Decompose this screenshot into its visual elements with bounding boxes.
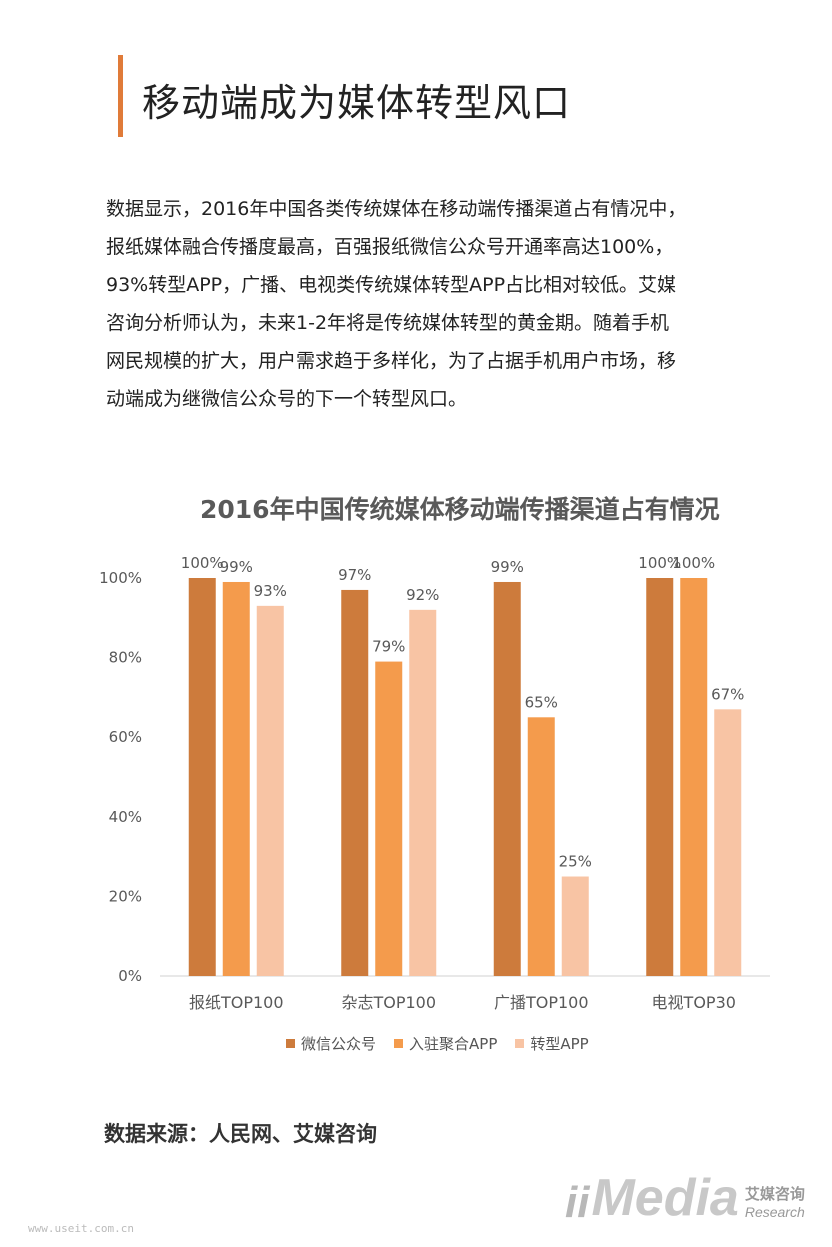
legend-item: 转型APP (515, 1033, 589, 1054)
data-label: 99% (491, 558, 524, 576)
body-paragraph: 数据显示，2016年中国各类传统媒体在移动端传播渠道占有情况中， 报纸媒体融合传… (106, 190, 766, 418)
x-tick-label: 电视TOP30 (652, 993, 736, 1012)
paragraph-line: 动端成为继微信公众号的下一个转型风口。 (106, 388, 468, 410)
y-tick-label: 80% (109, 649, 142, 667)
legend-item: 微信公众号 (286, 1033, 376, 1054)
data-label: 79% (372, 638, 405, 656)
data-label: 100% (181, 554, 224, 572)
y-tick-label: 20% (109, 887, 142, 905)
imedia-logo: ii Media 艾媒咨询 Research (565, 1168, 805, 1228)
bar (222, 581, 250, 976)
bar (493, 581, 521, 976)
bar (527, 717, 555, 976)
data-label: 67% (711, 685, 744, 703)
data-label: 99% (220, 558, 253, 576)
paragraph-line: 报纸媒体融合传播度最高，百强报纸微信公众号开通率高达100%， (106, 236, 674, 258)
bar (341, 589, 369, 976)
data-label: 100% (638, 554, 681, 572)
x-tick-label: 报纸TOP100 (189, 993, 284, 1012)
paragraph-line: 网民规模的扩大，用户需求趋于多样化，为了占据手机用户市场，移 (106, 350, 677, 372)
chart-title: 2016年中国传统媒体移动端传播渠道占有情况 (200, 495, 720, 524)
bar (680, 578, 708, 976)
logo-wordmark: Media (591, 1169, 739, 1227)
legend-label: 转型APP (530, 1035, 589, 1053)
title-accent-bar (118, 55, 123, 137)
bar-chart: 0%20%40%60%80%100%100%99%93%报纸TOP10097%7… (99, 554, 770, 1012)
logo-en: Research (744, 1204, 805, 1220)
data-label: 65% (525, 693, 558, 711)
data-label: 93% (254, 582, 287, 600)
x-tick-label: 广播TOP100 (494, 993, 589, 1012)
bar (561, 876, 589, 976)
legend-swatch-app (515, 1039, 525, 1048)
data-label: 100% (672, 554, 715, 572)
bar (714, 709, 742, 976)
legend-label: 微信公众号 (301, 1035, 377, 1053)
logo-cn: 艾媒咨询 (744, 1186, 805, 1203)
site-watermark: www.useit.com.cn (28, 1222, 134, 1235)
y-tick-label: 0% (118, 967, 142, 985)
legend-swatch-aggregator (394, 1039, 404, 1048)
logo-subtitle: 艾媒咨询 Research (745, 1183, 805, 1220)
page-title: 移动端成为媒体转型风口 (142, 81, 572, 125)
chart-legend: 微信公众号 入驻聚合APP 转型APP (286, 1033, 589, 1054)
bar (188, 578, 216, 976)
y-tick-label: 60% (109, 728, 142, 746)
x-tick-label: 杂志TOP100 (341, 993, 436, 1012)
y-tick-label: 100% (99, 569, 142, 587)
logo-mark: ii (565, 1178, 590, 1227)
paragraph-line: 数据显示，2016年中国各类传统媒体在移动端传播渠道占有情况中， (106, 198, 687, 220)
data-label: 97% (338, 566, 371, 584)
bar (409, 609, 437, 976)
paragraph-line: 93%转型APP，广播、电视类传统媒体转型APP占比相对较低。艾媒 (106, 274, 677, 296)
bar (375, 661, 403, 976)
data-source: 数据来源：人民网、艾媒咨询 (104, 1122, 377, 1146)
legend-item: 入驻聚合APP (394, 1033, 497, 1054)
data-label: 92% (406, 586, 439, 604)
legend-swatch-wechat (286, 1039, 295, 1048)
y-tick-label: 40% (109, 808, 142, 826)
bar (256, 605, 284, 976)
paragraph-line: 咨询分析师认为，未来1-2年将是传统媒体转型的黄金期。随着手机 (106, 312, 670, 334)
bar (646, 578, 674, 976)
data-label: 25% (559, 853, 592, 871)
legend-label: 入驻聚合APP (409, 1035, 498, 1053)
